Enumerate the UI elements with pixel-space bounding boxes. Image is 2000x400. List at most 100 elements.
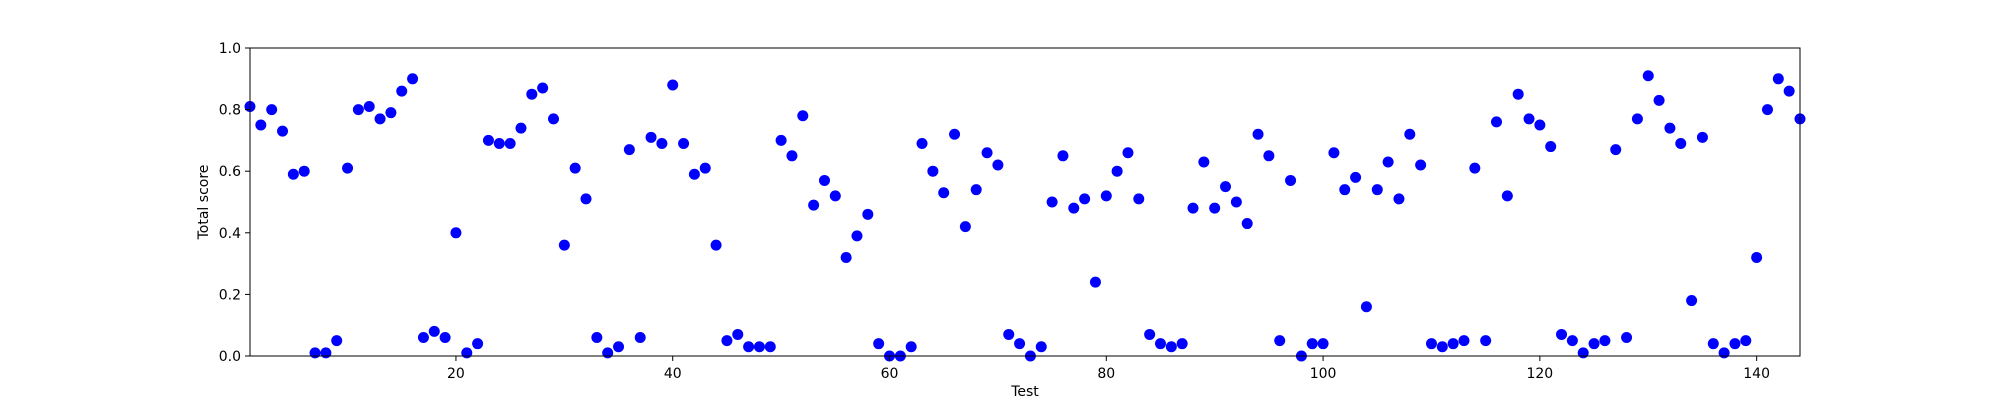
data-point [656, 137, 668, 149]
data-point [1642, 70, 1654, 82]
data-point [1425, 338, 1437, 350]
data-point [342, 162, 354, 174]
data-point [732, 328, 744, 340]
data-point [949, 128, 961, 140]
data-point [428, 325, 440, 337]
data-point [721, 335, 733, 347]
data-point [1772, 73, 1784, 85]
data-point [266, 104, 278, 116]
data-point [1664, 122, 1676, 134]
data-point [786, 150, 798, 162]
data-point [764, 341, 776, 353]
data-point [1144, 328, 1156, 340]
data-point [1469, 162, 1481, 174]
data-point [1339, 184, 1351, 196]
data-point [743, 341, 755, 353]
y-axis-label: Total score [196, 165, 212, 241]
data-point [1512, 88, 1524, 100]
data-point [981, 147, 993, 159]
data-point [277, 125, 289, 137]
data-point [1176, 338, 1188, 350]
data-point [1480, 335, 1492, 347]
data-point [1436, 341, 1448, 353]
data-point [482, 134, 494, 146]
data-point [472, 338, 484, 350]
data-point [938, 187, 950, 199]
data-point [352, 104, 364, 116]
data-point [1415, 159, 1427, 171]
x-tick-label: 20 [447, 366, 465, 382]
data-point [309, 347, 321, 359]
data-point [504, 137, 516, 149]
data-point [569, 162, 581, 174]
data-point [753, 341, 765, 353]
data-point [1165, 341, 1177, 353]
data-point [493, 137, 505, 149]
data-point [1371, 184, 1383, 196]
data-point [1209, 202, 1221, 214]
data-point [1252, 128, 1264, 140]
data-point [331, 335, 343, 347]
data-point [1610, 144, 1622, 156]
data-point [1696, 131, 1708, 143]
data-point [1089, 276, 1101, 288]
data-point [1393, 193, 1405, 205]
data-point [1328, 147, 1340, 159]
data-point [1556, 328, 1568, 340]
data-points [244, 70, 1806, 362]
data-point [851, 230, 863, 242]
data-point [1360, 301, 1372, 313]
data-point [602, 347, 614, 359]
data-point [645, 131, 657, 143]
data-point [1046, 196, 1058, 208]
data-point [840, 251, 852, 263]
data-point [829, 190, 841, 202]
data-point [797, 110, 809, 122]
data-point [1740, 335, 1752, 347]
data-point [1686, 295, 1698, 307]
x-tick-label: 40 [664, 366, 682, 382]
data-point [591, 332, 603, 344]
y-tick-label: 0.2 [219, 287, 241, 303]
data-point [1274, 335, 1286, 347]
data-point [363, 101, 375, 113]
data-point [1285, 174, 1297, 186]
data-point [1263, 150, 1275, 162]
data-point [320, 347, 332, 359]
data-point [1653, 94, 1665, 106]
data-point [439, 332, 451, 344]
data-point [613, 341, 625, 353]
data-point [916, 137, 928, 149]
data-point [548, 113, 559, 125]
data-point [678, 137, 690, 149]
data-point [450, 227, 462, 239]
data-point [862, 208, 874, 220]
data-point [1577, 347, 1589, 359]
data-point [396, 85, 408, 97]
y-axis-ticks: 0.0 0.2 0.4 0.6 0.8 1.0 [219, 41, 250, 365]
data-point [959, 221, 971, 233]
data-point [1675, 137, 1687, 149]
data-point [1404, 128, 1416, 140]
data-point [1133, 193, 1145, 205]
x-tick-label: 120 [1526, 366, 1553, 382]
data-point [537, 82, 549, 94]
data-point [1718, 347, 1730, 359]
data-point [667, 79, 679, 91]
data-point [1751, 251, 1763, 263]
data-point [873, 338, 885, 350]
data-point [558, 239, 570, 251]
data-point [255, 119, 267, 131]
data-point [298, 165, 310, 177]
data-point [1154, 338, 1166, 350]
y-tick-label: 0.8 [219, 103, 241, 119]
data-point [1350, 171, 1362, 183]
plot-area-frame [249, 47, 1801, 357]
data-point [385, 107, 397, 119]
data-point [1111, 165, 1123, 177]
data-point [515, 122, 527, 134]
y-tick-label: 0.4 [219, 226, 241, 242]
data-point [818, 174, 830, 186]
x-axis-ticks: 20 40 60 80 100 120 140 [447, 356, 1770, 382]
